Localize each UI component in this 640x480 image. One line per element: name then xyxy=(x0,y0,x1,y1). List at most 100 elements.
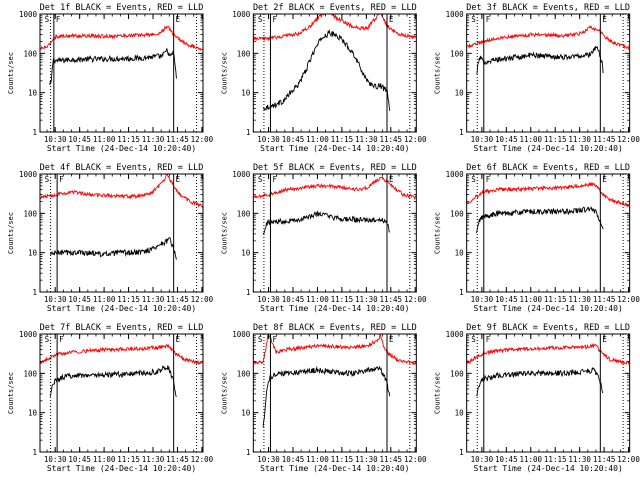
y-tick-label: 100 xyxy=(450,369,464,378)
events-line xyxy=(49,48,177,86)
x-tick-label: 11:30 xyxy=(355,135,378,144)
x-tick-label: 10:45 xyxy=(68,295,91,304)
x-tick-label: 11:00 xyxy=(519,295,542,304)
panel-title: Det 5f BLACK = Events, RED = LLD xyxy=(253,163,417,173)
y-tick-label: 10 xyxy=(455,249,465,258)
events-line xyxy=(476,45,604,74)
marker-label-f: F xyxy=(56,15,61,24)
marker-label-e: E xyxy=(176,335,181,344)
x-tick-label: 11:15 xyxy=(331,295,354,304)
lld-line xyxy=(40,25,203,52)
y-axis-label: Counts/sec xyxy=(434,212,442,254)
axes-frame xyxy=(39,173,204,293)
x-tick-label: 11:00 xyxy=(93,295,116,304)
y-axis-label: Counts/sec xyxy=(220,372,228,414)
x-tick-label: 12:00 xyxy=(617,455,640,464)
panel-title: Det 1f BLACK = Events, RED = LLD xyxy=(40,3,204,13)
x-tick-label: 11:30 xyxy=(355,295,378,304)
marker-label-f: F xyxy=(272,175,277,184)
panel-title: Det 9f BLACK = Events, RED = LLD xyxy=(466,323,630,333)
y-tick-label: 1 xyxy=(32,288,37,297)
marker-label-s: S xyxy=(471,335,476,344)
marker-label-f: F xyxy=(486,335,491,344)
x-tick-label: 10:45 xyxy=(282,295,305,304)
x-tick-label: 10:45 xyxy=(495,455,518,464)
marker-label-s: S xyxy=(45,335,50,344)
y-tick-label: 1000 xyxy=(446,330,465,339)
x-tick-label: 11:15 xyxy=(117,455,140,464)
axes-frame xyxy=(39,13,204,133)
marker-label-e: E xyxy=(602,335,607,344)
events-line xyxy=(262,365,391,428)
y-axis-label: Counts/sec xyxy=(434,52,442,94)
x-tick-label: 10:45 xyxy=(282,135,305,144)
events-line xyxy=(262,29,391,111)
x-tick-label: 11:30 xyxy=(355,455,378,464)
events-line xyxy=(475,206,604,234)
marker-label-s: S xyxy=(45,175,50,184)
lld-line xyxy=(466,25,630,51)
x-tick-label: 11:45 xyxy=(379,455,402,464)
x-tick-label: 11:45 xyxy=(166,295,189,304)
x-tick-label: 11:15 xyxy=(331,455,354,464)
marker-label-e: E xyxy=(602,175,607,184)
x-axis-label: Start Time (24-Dec-14 10:20:40) xyxy=(474,464,623,473)
marker-label-s: S xyxy=(45,15,50,24)
lld-line xyxy=(40,174,203,209)
marker-label-s: S xyxy=(471,15,476,24)
y-tick-label: 1 xyxy=(32,128,37,137)
x-axis-label: Start Time (24-Dec-14 10:20:40) xyxy=(260,304,409,313)
marker-label-f: F xyxy=(272,15,277,24)
panel-title: Det 4f BLACK = Events, RED = LLD xyxy=(40,163,204,173)
x-tick-label: 12:00 xyxy=(191,135,214,144)
lld-line xyxy=(466,343,630,366)
axes-frame xyxy=(252,13,417,133)
plot-area xyxy=(40,25,203,86)
x-tick-label: 11:30 xyxy=(142,135,165,144)
marker-label-e: E xyxy=(176,175,181,184)
axes-frame xyxy=(466,173,631,293)
x-tick-label: 10:45 xyxy=(282,455,305,464)
events-line xyxy=(476,366,604,397)
x-tick-label: 11:45 xyxy=(166,135,189,144)
panel-det-2: Det 2f BLACK = Events, RED = LLD S F E 1 10 10… xyxy=(220,3,427,153)
lld-line xyxy=(466,181,630,208)
y-tick-label: 1000 xyxy=(19,330,38,339)
panel-title: Det 8f BLACK = Events, RED = LLD xyxy=(253,323,417,333)
x-tick-label: 11:00 xyxy=(519,135,542,144)
x-tick-label: 11:30 xyxy=(568,455,591,464)
panel-title: Det 7f BLACK = Events, RED = LLD xyxy=(40,323,204,333)
plot-area xyxy=(253,334,417,428)
panel-det-3: Det 3f BLACK = Events, RED = LLD S F E 1 10 10… xyxy=(434,3,640,153)
y-axis-label: Counts/sec xyxy=(220,212,228,254)
plot-area xyxy=(40,174,203,260)
y-tick-label: 1 xyxy=(246,128,251,137)
x-tick-label: 11:15 xyxy=(331,135,354,144)
x-tick-label: 11:00 xyxy=(519,455,542,464)
x-tick-label: 11:45 xyxy=(166,455,189,464)
marker-label-e: E xyxy=(389,15,394,24)
plot-area xyxy=(466,25,630,74)
x-tick-label: 11:45 xyxy=(593,295,616,304)
y-tick-label: 1000 xyxy=(19,170,38,179)
x-tick-label: 10:45 xyxy=(68,135,91,144)
x-tick-label: 11:15 xyxy=(544,455,567,464)
marker-label-f: F xyxy=(272,335,277,344)
x-tick-label: 12:00 xyxy=(404,295,427,304)
x-tick-label: 11:00 xyxy=(306,135,329,144)
x-axis-label: Start Time (24-Dec-14 10:20:40) xyxy=(474,304,623,313)
y-tick-label: 1 xyxy=(459,288,464,297)
x-tick-label: 11:45 xyxy=(379,295,402,304)
y-tick-label: 1 xyxy=(32,448,37,457)
x-tick-label: 12:00 xyxy=(617,135,640,144)
x-tick-label: 11:30 xyxy=(568,135,591,144)
x-tick-label: 10:30 xyxy=(471,295,494,304)
x-tick-label: 11:15 xyxy=(117,135,140,144)
y-tick-label: 1000 xyxy=(19,10,38,19)
x-tick-label: 12:00 xyxy=(404,135,427,144)
x-tick-label: 12:00 xyxy=(404,455,427,464)
x-tick-label: 10:30 xyxy=(44,135,67,144)
x-tick-label: 11:45 xyxy=(593,135,616,144)
panel-title: Det 3f BLACK = Events, RED = LLD xyxy=(466,3,630,13)
y-tick-label: 1 xyxy=(246,448,251,457)
